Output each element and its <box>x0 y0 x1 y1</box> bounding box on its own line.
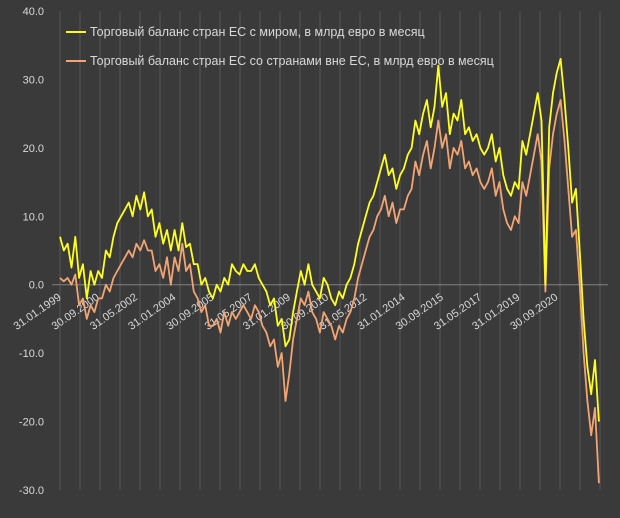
grid-lines <box>59 11 601 490</box>
y-tick-label: -30.0 <box>19 485 44 497</box>
y-tick-label: -10.0 <box>19 348 44 360</box>
legend: Торговый баланс стран ЕС с миром, в млрд… <box>66 25 494 68</box>
legend-label-non-eu: Торговый баланс стран ЕС со странами вне… <box>90 54 494 68</box>
y-tick-label: 30.0 <box>23 74 44 86</box>
series-lines <box>59 58 600 484</box>
y-tick-label: 0.0 <box>29 280 44 292</box>
y-tick-label: 20.0 <box>23 143 44 155</box>
y-tick-label: -20.0 <box>19 417 44 429</box>
y-tick-label: 40.0 <box>23 6 44 18</box>
y-tick-label: 10.0 <box>23 211 44 223</box>
series-line-1 <box>59 99 600 484</box>
series-line-0 <box>59 58 600 422</box>
legend-label-world: Торговый баланс стран ЕС с миром, в млрд… <box>90 25 425 39</box>
